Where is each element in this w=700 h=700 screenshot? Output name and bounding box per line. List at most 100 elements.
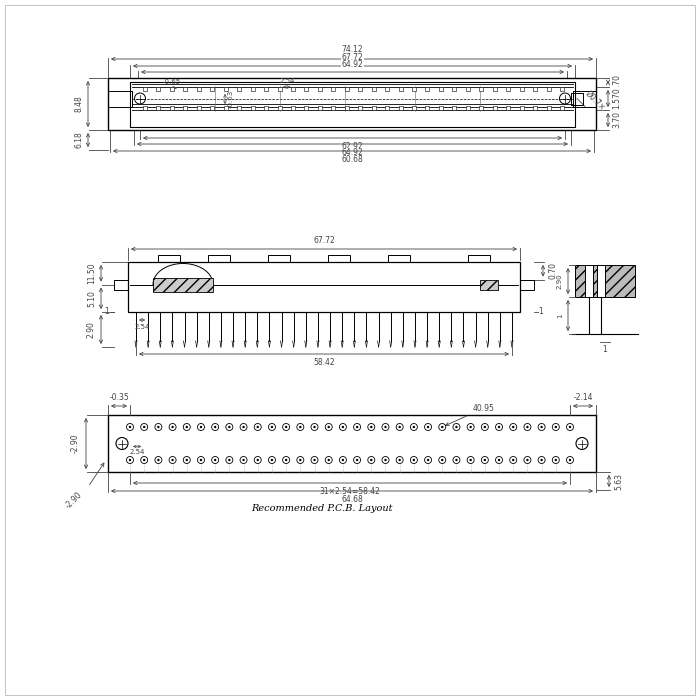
Bar: [358, 106, 362, 110]
Bar: [183, 106, 188, 110]
Circle shape: [328, 458, 330, 461]
Bar: [210, 87, 214, 91]
Circle shape: [199, 426, 202, 428]
Circle shape: [512, 458, 514, 461]
Bar: [251, 87, 255, 91]
Circle shape: [356, 458, 358, 461]
Circle shape: [384, 426, 386, 428]
Circle shape: [540, 426, 542, 428]
Bar: [466, 87, 470, 91]
Text: 1.570: 1.570: [612, 88, 621, 109]
Text: 5.63: 5.63: [614, 473, 623, 489]
Circle shape: [214, 426, 216, 428]
Bar: [237, 106, 241, 110]
Text: 67.72: 67.72: [342, 53, 363, 62]
Circle shape: [129, 458, 131, 461]
Bar: [304, 87, 309, 91]
Bar: [291, 87, 295, 91]
Bar: [493, 87, 497, 91]
Bar: [208, 255, 230, 262]
Circle shape: [498, 426, 500, 428]
Text: 2.54: 2.54: [134, 324, 150, 330]
Bar: [170, 106, 174, 110]
Bar: [358, 87, 362, 91]
Bar: [157, 87, 160, 91]
Bar: [251, 106, 255, 110]
Bar: [385, 106, 389, 110]
Circle shape: [370, 426, 372, 428]
Bar: [560, 87, 564, 91]
Circle shape: [285, 458, 287, 461]
Bar: [130, 82, 575, 127]
Text: -2.90: -2.90: [71, 434, 80, 454]
Text: 40.95: 40.95: [446, 404, 494, 426]
Bar: [506, 87, 510, 91]
Circle shape: [143, 426, 146, 428]
Bar: [506, 106, 510, 110]
Bar: [452, 87, 456, 91]
Bar: [493, 106, 497, 110]
Circle shape: [199, 458, 202, 461]
Bar: [439, 106, 443, 110]
Bar: [237, 87, 241, 91]
Circle shape: [271, 458, 273, 461]
Bar: [331, 87, 335, 91]
Circle shape: [455, 426, 458, 428]
Bar: [318, 106, 322, 110]
Bar: [128, 262, 520, 312]
Text: -2.14: -2.14: [573, 393, 593, 402]
Bar: [547, 106, 550, 110]
Bar: [264, 106, 268, 110]
Bar: [593, 265, 597, 297]
Circle shape: [398, 458, 401, 461]
Bar: [412, 87, 416, 91]
Circle shape: [569, 426, 571, 428]
Text: -0.35: -0.35: [109, 393, 129, 402]
Bar: [108, 78, 596, 130]
Bar: [398, 106, 402, 110]
Bar: [426, 106, 430, 110]
Bar: [197, 106, 201, 110]
Circle shape: [242, 426, 245, 428]
Bar: [480, 279, 498, 290]
Text: 2.54: 2.54: [279, 78, 295, 84]
Circle shape: [342, 458, 344, 461]
Text: 62.92: 62.92: [342, 142, 363, 151]
Text: -2.90: -2.90: [64, 490, 84, 510]
Circle shape: [299, 426, 302, 428]
Circle shape: [214, 458, 216, 461]
Bar: [533, 106, 537, 110]
Text: 64.92: 64.92: [342, 148, 363, 157]
Circle shape: [256, 426, 259, 428]
Text: 1: 1: [603, 345, 608, 354]
Circle shape: [314, 426, 316, 428]
Circle shape: [470, 426, 472, 428]
Text: Ø0.7×: Ø0.7×: [583, 89, 607, 113]
Circle shape: [228, 458, 230, 461]
Circle shape: [384, 458, 386, 461]
Circle shape: [498, 458, 500, 461]
Circle shape: [512, 426, 514, 428]
Circle shape: [299, 458, 302, 461]
Circle shape: [158, 458, 160, 461]
Text: 3.70: 3.70: [612, 111, 621, 129]
Circle shape: [484, 426, 486, 428]
Bar: [197, 87, 201, 91]
Text: 0.70: 0.70: [548, 262, 557, 279]
Text: 74.12: 74.12: [341, 45, 363, 54]
Circle shape: [441, 426, 444, 428]
Circle shape: [314, 458, 316, 461]
Bar: [345, 106, 349, 110]
Text: 31×2.54=58.42: 31×2.54=58.42: [320, 487, 380, 496]
Circle shape: [242, 458, 245, 461]
Circle shape: [172, 458, 174, 461]
Circle shape: [285, 426, 287, 428]
Bar: [597, 265, 605, 297]
Circle shape: [413, 458, 415, 461]
Circle shape: [413, 426, 415, 428]
Bar: [575, 265, 585, 297]
Circle shape: [143, 458, 146, 461]
Text: 1: 1: [557, 314, 563, 318]
Bar: [153, 277, 213, 291]
Bar: [210, 106, 214, 110]
